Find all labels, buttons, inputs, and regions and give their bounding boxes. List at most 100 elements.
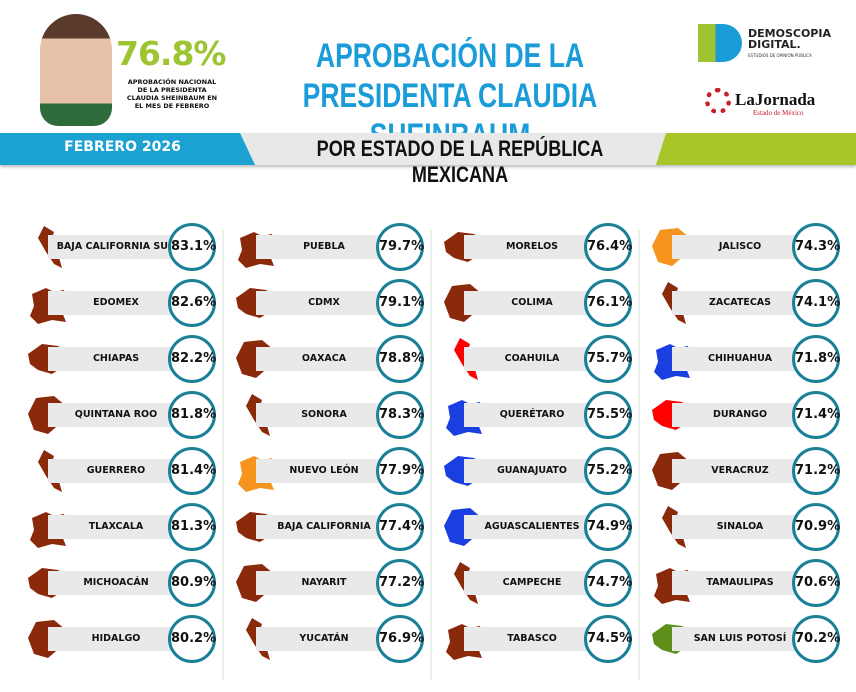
- state-name: ZACATECAS: [709, 297, 771, 308]
- state-row: SINALOA 70.9%: [644, 502, 852, 552]
- state-approval-value: 76.4%: [584, 223, 632, 271]
- state-name: CDMX: [308, 297, 340, 308]
- state-label-bar: [672, 571, 802, 595]
- state-name: VERACRUZ: [711, 465, 769, 476]
- state-name: SONORA: [301, 409, 347, 420]
- state-row: TLAXCALA 81.3%: [20, 502, 228, 552]
- banner-subtitle: POR ESTADO DE LA REPÚBLICA MEXICANA: [316, 136, 604, 187]
- state-row: AGUASCALIENTES 74.9%: [436, 502, 644, 552]
- state-approval-value: 78.8%: [376, 335, 424, 383]
- national-approval-caption: APROBACIÓN NACIONAL DE LA PRESIDENTA CLA…: [126, 78, 218, 110]
- state-approval-value: 75.5%: [584, 391, 632, 439]
- state-row: GUERRERO 81.4%: [20, 446, 228, 496]
- state-approval-value: 71.2%: [792, 447, 840, 495]
- jornada-tagline: Estado de México: [753, 109, 804, 117]
- state-name: BAJA CALIFORNIA SUR: [56, 241, 176, 252]
- state-approval-value: 71.4%: [792, 391, 840, 439]
- state-row: MORELOS 76.4%: [436, 222, 644, 272]
- state-name: MORELOS: [506, 241, 558, 252]
- state-column: BAJA CALIFORNIA SUR 83.1% EDOMEX 82.6% C…: [20, 222, 228, 682]
- state-row: CAMPECHE 74.7%: [436, 558, 644, 608]
- state-approval-value: 81.3%: [168, 503, 216, 551]
- state-approval-value: 70.2%: [792, 615, 840, 663]
- state-name: HIDALGO: [91, 633, 141, 644]
- state-name: GUERRERO: [86, 465, 146, 476]
- state-label-bar: [48, 515, 178, 539]
- state-approval-value: 76.9%: [376, 615, 424, 663]
- state-name: COLIMA: [511, 297, 553, 308]
- state-name: SAN LUIS POTOSÍ: [693, 633, 787, 644]
- state-approval-value: 76.1%: [584, 279, 632, 327]
- state-approval-value: 74.1%: [792, 279, 840, 327]
- demoscopia-name: DEMOSCOPIA DIGITAL.: [748, 27, 831, 51]
- state-row: MICHOACÁN 80.9%: [20, 558, 228, 608]
- state-name: CAMPECHE: [502, 577, 562, 588]
- state-label-bar: [464, 235, 594, 259]
- state-row: PUEBLA 79.7%: [228, 222, 436, 272]
- state-approval-value: 82.6%: [168, 279, 216, 327]
- state-label-bar: [464, 515, 594, 539]
- state-name: NUEVO LEÓN: [289, 465, 359, 476]
- state-row: NUEVO LEÓN 77.9%: [228, 446, 436, 496]
- state-row: BAJA CALIFORNIA 77.4%: [228, 502, 436, 552]
- state-name: PUEBLA: [303, 241, 345, 252]
- state-label-bar: [672, 403, 802, 427]
- state-name: AGUASCALIENTES: [484, 521, 580, 532]
- state-approval-value: 79.7%: [376, 223, 424, 271]
- state-label-bar: [256, 571, 386, 595]
- demoscopia-tagline: ESTUDIOS DE OPINIÓN PÚBLICA: [748, 53, 812, 58]
- state-approval-value: 74.7%: [584, 559, 632, 607]
- state-row: COLIMA 76.1%: [436, 278, 644, 328]
- demoscopia-logo: DEMOSCOPIA DIGITAL. ESTUDIOS DE OPINIÓN …: [698, 24, 838, 64]
- state-label-bar: [256, 459, 386, 483]
- state-column: JALISCO 74.3% ZACATECAS 74.1% CHIHUAHUA …: [644, 222, 852, 682]
- state-approval-value: 81.4%: [168, 447, 216, 495]
- state-approval-value: 81.8%: [168, 391, 216, 439]
- state-row: EDOMEX 82.6%: [20, 278, 228, 328]
- state-row: QUERÉTARO 75.5%: [436, 390, 644, 440]
- state-label-bar: [256, 347, 386, 371]
- president-photo: [40, 14, 112, 126]
- state-row: JALISCO 74.3%: [644, 222, 852, 272]
- state-label-bar: [48, 571, 178, 595]
- state-label-bar: [256, 403, 386, 427]
- state-approval-value: 77.9%: [376, 447, 424, 495]
- state-label-bar: [48, 347, 178, 371]
- state-approval-value: 74.3%: [792, 223, 840, 271]
- state-label-bar: [672, 291, 802, 315]
- state-approval-value: 79.1%: [376, 279, 424, 327]
- state-name: TAMAULIPAS: [706, 577, 774, 588]
- state-approval-value: 82.2%: [168, 335, 216, 383]
- state-label-bar: [464, 571, 594, 595]
- column-divider: [222, 230, 224, 680]
- state-approval-value: 77.2%: [376, 559, 424, 607]
- state-row: CHIHUAHUA 71.8%: [644, 334, 852, 384]
- state-label-bar: [48, 459, 178, 483]
- state-name: MICHOACÁN: [83, 577, 149, 588]
- jornada-name: LaJornada: [735, 90, 816, 109]
- state-name: GUANAJUATO: [496, 465, 567, 476]
- state-approval-value: 71.8%: [792, 335, 840, 383]
- state-label-bar: [672, 627, 802, 651]
- state-label-bar: [256, 235, 386, 259]
- sun-icon: [705, 88, 731, 114]
- state-label-bar: [48, 235, 178, 259]
- national-approval-value: 76.8%: [116, 34, 226, 73]
- state-label-bar: [256, 515, 386, 539]
- state-name: QUINTANA ROO: [74, 409, 158, 420]
- state-name: SINALOA: [716, 521, 764, 532]
- state-row: CHIAPAS 82.2%: [20, 334, 228, 384]
- column-divider: [638, 230, 640, 680]
- state-name: CHIHUAHUA: [708, 353, 772, 364]
- state-label-bar: [256, 627, 386, 651]
- state-row: SAN LUIS POTOSÍ 70.2%: [644, 614, 852, 664]
- state-approval-value: 77.4%: [376, 503, 424, 551]
- state-row: NAYARIT 77.2%: [228, 558, 436, 608]
- state-name: DURANGO: [712, 409, 768, 420]
- state-row: VERACRUZ 71.2%: [644, 446, 852, 496]
- la-jornada-logo: LaJornada Estado de México: [705, 88, 825, 120]
- state-label-bar: [464, 403, 594, 427]
- state-approval-value: 83.1%: [168, 223, 216, 271]
- state-column: PUEBLA 79.7% CDMX 79.1% OAXACA 78.8% SON…: [228, 222, 436, 682]
- state-label-bar: [48, 403, 178, 427]
